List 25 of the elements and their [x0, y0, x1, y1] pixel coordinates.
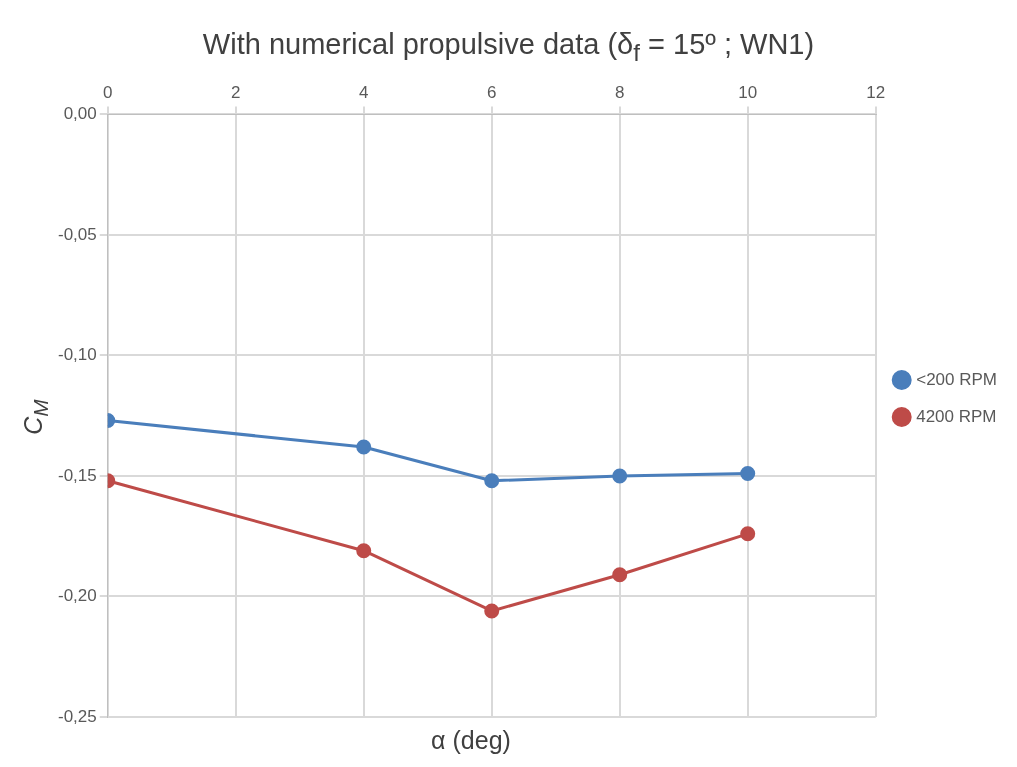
x-tick-label: 2	[231, 82, 241, 102]
legend-label: <200 RPM	[916, 369, 998, 389]
x-tick-label: 8	[614, 82, 625, 102]
point	[740, 466, 756, 482]
x-tick-label: 0	[103, 82, 113, 102]
x-tick-label: 12	[866, 82, 886, 102]
y-tick-label: -0,25	[58, 706, 97, 726]
y-tick-label: -0,15	[58, 465, 97, 485]
y-tick-label: 0,00	[63, 104, 97, 124]
y-tick-label: -0,10	[58, 345, 97, 365]
y-tick-label: -0,05	[58, 224, 97, 244]
point	[612, 567, 628, 583]
point	[356, 439, 372, 455]
legend-label: 4200 RPM	[916, 406, 997, 426]
x-tick-label: 4	[359, 82, 369, 102]
x-tick-label: 10	[738, 82, 758, 102]
point	[484, 603, 500, 619]
point	[612, 468, 628, 484]
y-tick-label: -0,20	[58, 586, 97, 606]
point	[356, 543, 372, 559]
x-axis-title: α (deg)	[430, 726, 512, 755]
chart-title: With numerical propulsive data (δ$_{f}$ = 15º ; WN1)	[201, 28, 816, 67]
point	[740, 526, 756, 542]
x-tick-label: 6	[486, 82, 497, 102]
point	[484, 473, 500, 489]
